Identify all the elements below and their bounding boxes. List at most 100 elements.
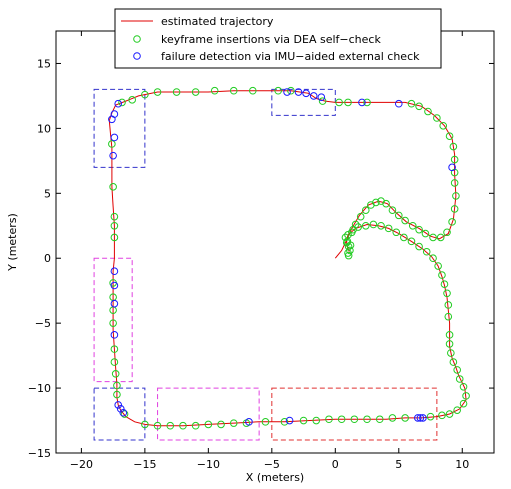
keyframe-point bbox=[217, 420, 225, 429]
region-box-2 bbox=[93, 257, 133, 383]
failure-series bbox=[108, 88, 456, 426]
keyframe-point bbox=[280, 418, 289, 426]
keyframe-point bbox=[394, 211, 403, 220]
keyframe-point bbox=[318, 97, 327, 105]
keyframe-point bbox=[445, 410, 454, 418]
keyframe-point bbox=[361, 206, 370, 214]
plot-area bbox=[55, 30, 495, 454]
keyframe-point bbox=[392, 228, 401, 237]
failure-point bbox=[309, 92, 318, 100]
keyframe-point bbox=[445, 132, 454, 140]
legend-keyframe-swatch bbox=[133, 35, 141, 43]
keyframe-point bbox=[344, 98, 352, 107]
legend-box bbox=[114, 8, 442, 69]
keyframe-point bbox=[443, 228, 451, 237]
keyframe-point bbox=[248, 86, 257, 95]
failure-point bbox=[108, 115, 116, 124]
x-tick-label: 5 bbox=[395, 458, 402, 471]
failure-point bbox=[414, 414, 422, 422]
keyframe-point bbox=[166, 421, 175, 430]
keyframe-point bbox=[341, 233, 350, 242]
failure-point bbox=[302, 89, 310, 98]
keyframe-point bbox=[363, 415, 371, 424]
keyframe-point bbox=[424, 107, 432, 116]
keyframe-point bbox=[108, 140, 116, 148]
keyframe-point bbox=[452, 192, 460, 200]
keyframe-point bbox=[204, 420, 213, 429]
keyframe-point bbox=[110, 212, 119, 221]
failure-point bbox=[283, 88, 291, 96]
keyframe-point bbox=[449, 142, 458, 151]
failure-point bbox=[419, 414, 427, 422]
keyframe-point bbox=[349, 225, 357, 234]
keyframe-point bbox=[179, 421, 187, 430]
keyframe-point bbox=[141, 90, 149, 99]
failure-point bbox=[317, 93, 326, 102]
keyframe-point bbox=[335, 98, 343, 107]
keyframe-point bbox=[363, 98, 371, 107]
keyframe-point bbox=[110, 345, 119, 353]
keyframe-point bbox=[445, 340, 454, 348]
failure-point bbox=[416, 414, 425, 422]
legend-failure-label: failure detection via IMU−aided external… bbox=[161, 50, 420, 63]
keyframe-point bbox=[210, 86, 219, 95]
keyframe-point bbox=[444, 301, 453, 309]
keyframe-point bbox=[141, 420, 149, 429]
y-tick-label: 15 bbox=[37, 57, 51, 70]
keyframe-point bbox=[356, 212, 365, 221]
keyframe-point bbox=[312, 416, 321, 425]
keyframe-point bbox=[429, 254, 437, 263]
failure-point bbox=[114, 401, 123, 409]
y-tick-label: 0 bbox=[44, 252, 51, 265]
highlight-regions bbox=[93, 88, 438, 441]
keyframe-point bbox=[299, 416, 308, 425]
keyframe-point bbox=[191, 88, 200, 96]
keyframe-point bbox=[401, 216, 409, 225]
keyframe-point bbox=[120, 410, 129, 418]
keyframe-point bbox=[346, 246, 354, 255]
keyframe-point bbox=[462, 392, 470, 400]
keyframe-point bbox=[415, 102, 423, 111]
keyframe-point bbox=[407, 237, 416, 246]
region-box-0 bbox=[93, 88, 146, 168]
x-tick-label: 10 bbox=[455, 458, 469, 471]
legend: estimated trajectory keyframe insertions… bbox=[114, 8, 442, 69]
region-box-4 bbox=[157, 387, 260, 441]
keyframe-point bbox=[448, 218, 456, 226]
keyframe-point bbox=[110, 358, 119, 366]
keyframe-point bbox=[153, 421, 162, 430]
keyframe-point bbox=[153, 88, 162, 96]
keyframe-point bbox=[375, 415, 384, 424]
y-tick-label: −15 bbox=[28, 447, 51, 460]
trajectory-series bbox=[108, 90, 467, 427]
x-tick-label: −15 bbox=[133, 458, 156, 471]
keyframe-point bbox=[388, 414, 397, 422]
keyframe-point bbox=[415, 225, 423, 234]
keyframe-point bbox=[440, 280, 449, 289]
axis-ticks: −20 −15 −10 −5 0 5 10 −15 −10 −5 0 5 10 15 bbox=[28, 31, 494, 471]
keyframe-point bbox=[287, 86, 295, 95]
keyframe-point bbox=[109, 319, 117, 327]
keyframe-point bbox=[191, 421, 200, 430]
keyframe-point bbox=[459, 382, 468, 391]
failure-point bbox=[110, 331, 119, 339]
keyframe-point bbox=[110, 233, 119, 242]
y-tick-label: 10 bbox=[37, 122, 51, 135]
keyframe-point bbox=[421, 229, 430, 238]
failure-point bbox=[448, 163, 456, 172]
keyframe-point bbox=[450, 179, 459, 187]
y-tick-label: −10 bbox=[28, 382, 51, 395]
failure-point bbox=[285, 416, 294, 425]
keyframe-point bbox=[261, 418, 270, 426]
keyframe-point bbox=[400, 233, 408, 242]
keyframe-series bbox=[108, 86, 470, 430]
keyframe-point bbox=[429, 233, 437, 242]
failure-point bbox=[245, 418, 253, 426]
legend-keyframe-label: keyframe insertions via DEA self−check bbox=[161, 33, 381, 46]
failure-point bbox=[110, 133, 119, 142]
keyframe-point bbox=[449, 358, 458, 366]
keyframe-point bbox=[128, 96, 136, 104]
keyframe-point bbox=[433, 114, 441, 122]
keyframe-point bbox=[337, 415, 346, 424]
